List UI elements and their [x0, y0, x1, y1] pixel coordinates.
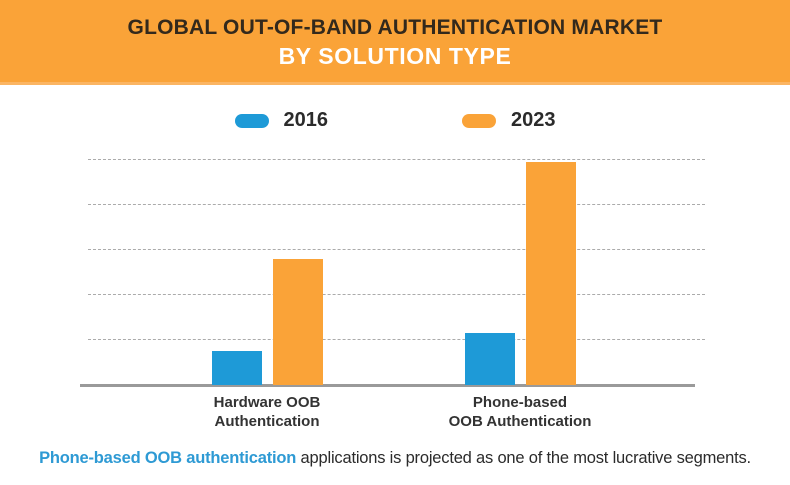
- legend-swatch-2016-icon: [234, 113, 269, 128]
- caption-rest: applications is projected as one of the …: [296, 449, 752, 467]
- legend-item-2023: 2023: [462, 109, 556, 132]
- legend-swatch-2023-icon: [462, 113, 496, 128]
- bar-2023-hardware-oob: [272, 259, 323, 385]
- legend-label-2016: 2016: [283, 109, 329, 131]
- chart-legend: 2016 2023: [0, 109, 790, 132]
- caption-highlight: Phone-based OOB authentication: [39, 449, 297, 467]
- gridline: [88, 204, 705, 205]
- bar-2016-phone-based-oob: [464, 333, 515, 385]
- gridline: [88, 249, 705, 250]
- gridline: [88, 294, 705, 295]
- bar-2016-hardware-oob: [211, 351, 262, 385]
- bar-2023-phone-based-oob: [525, 162, 576, 385]
- header-banner: GLOBAL OUT-OF-BAND AUTHENTICATION MARKET…: [0, 0, 790, 85]
- page-title: GLOBAL OUT-OF-BAND AUTHENTICATION MARKET: [127, 16, 663, 39]
- legend-item-2016: 2016: [234, 109, 329, 132]
- x-axis-label-hardware-oob: Hardware OOB Authentication: [213, 394, 321, 430]
- gridline: [88, 339, 705, 340]
- caption: Phone-based OOB authentication applicati…: [0, 449, 790, 468]
- legend-label-2023: 2023: [511, 109, 556, 131]
- page-subtitle: BY SOLUTION TYPE: [278, 43, 512, 69]
- x-axis-label-phone-based-oob: Phone-based OOB Authentication: [448, 394, 592, 430]
- x-axis-line: [80, 384, 695, 387]
- gridline: [88, 159, 705, 160]
- plot-area: [80, 150, 705, 387]
